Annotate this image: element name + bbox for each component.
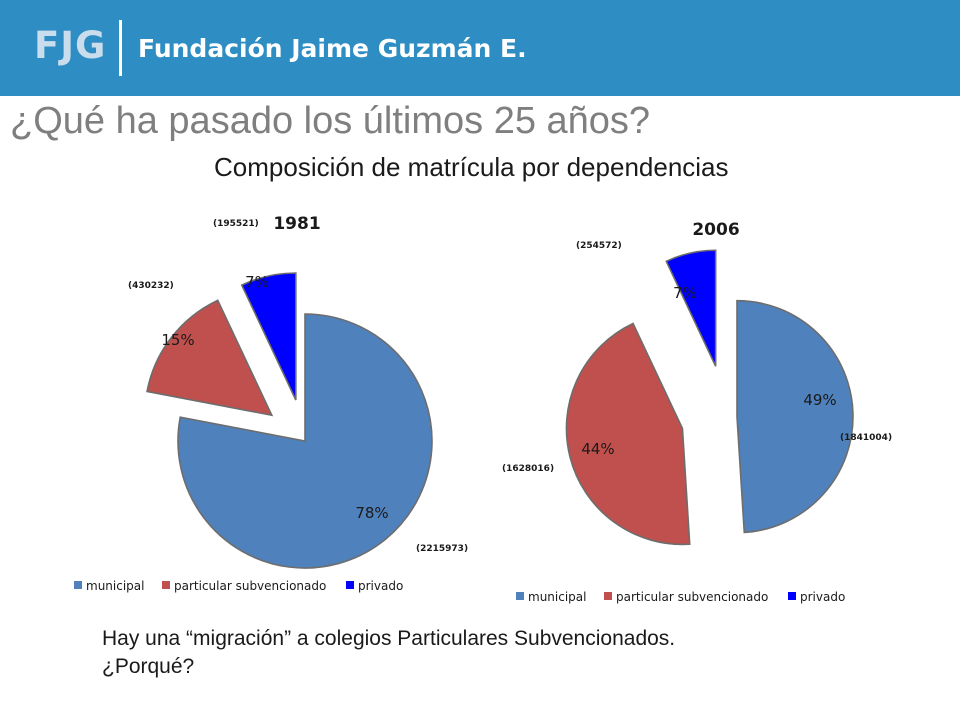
legend-label-particular-subvencionado: particular subvencionado (616, 590, 768, 604)
legend-label-particular-subvencionado: particular subvencionado (174, 579, 326, 593)
organization-name: Fundación Jaime Guzmán E. (138, 34, 527, 63)
data-label-municipal: 49% (803, 391, 836, 409)
note-line-2: ¿Porqué? (102, 655, 195, 678)
logo-divider (119, 20, 122, 76)
data-label-particular-subvencionado: 44% (581, 440, 614, 458)
count-label-privado: (195521) (213, 219, 259, 229)
count-label-municipal: (2215973) (416, 544, 468, 554)
chart-title: 2006 (692, 220, 739, 240)
legend-swatch-privado (788, 592, 796, 600)
slide-subtitle: Composición de matrícula por dependencia… (214, 152, 729, 182)
fjg-logo: FJG (34, 24, 107, 67)
count-label-particular-subvencionado: (430232) (128, 281, 174, 291)
legend-swatch-particular-subvencionado (604, 592, 612, 600)
pie-slice-municipal (736, 299, 854, 534)
legend-swatch-privado (346, 581, 354, 589)
legend-label-municipal: municipal (528, 590, 586, 604)
count-label-particular-subvencionado: (1628016) (502, 464, 554, 474)
note-line-1: Hay una “migración” a colegios Particula… (102, 627, 676, 650)
slide-title: ¿Qué ha pasado los últimos 25 años? (10, 100, 651, 142)
data-label-municipal: 78% (355, 504, 388, 522)
data-label-privado: 7% (245, 273, 269, 291)
legend-swatch-municipal (74, 581, 82, 589)
header-banner: FJG Fundación Jaime Guzmán E. (0, 0, 960, 96)
legend-swatch-municipal (516, 592, 524, 600)
data-label-particular-subvencionado: 15% (161, 331, 194, 349)
pie-slice-particular-subvencionado (146, 299, 274, 417)
count-label-privado: (254572) (576, 241, 622, 251)
legend-swatch-particular-subvencionado (162, 581, 170, 589)
legend-label-privado: privado (800, 590, 845, 604)
pie-slice-privado (665, 249, 717, 367)
pie-slice-privado (240, 272, 297, 401)
chart-title: 1981 (273, 214, 320, 234)
legend-label-municipal: municipal (86, 579, 144, 593)
pie-slice-particular-subvencionado (565, 322, 691, 546)
data-label-privado: 7% (673, 284, 697, 302)
count-label-municipal: (1841004) (840, 433, 892, 443)
legend-label-privado: privado (358, 579, 403, 593)
slide-note: Hay una “migración” a colegios Particula… (102, 625, 675, 681)
pie-slice-municipal (177, 313, 433, 569)
